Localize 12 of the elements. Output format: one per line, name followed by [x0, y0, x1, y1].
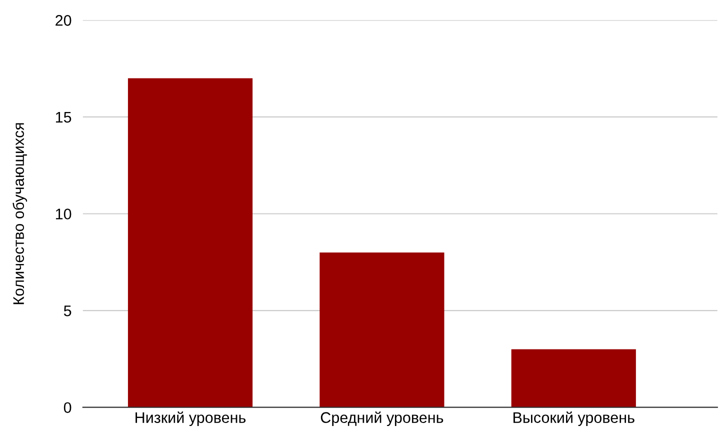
x-tick-label: Низкий уровень	[136, 412, 246, 426]
y-axis-title: Количество обучающихся	[12, 123, 28, 304]
y-tick-label: 10	[56, 208, 72, 220]
x-tick-label: Высокий уровень	[514, 412, 634, 426]
y-tick-label: 5	[64, 306, 72, 316]
bar	[128, 78, 253, 408]
bar	[320, 252, 444, 408]
y-tick-label: 0	[64, 402, 72, 414]
x-tick-label: Средний уровень	[320, 412, 444, 426]
y-tick-label: 20	[56, 15, 72, 26]
bar	[511, 349, 636, 408]
y-tick-label: 15	[56, 112, 72, 123]
